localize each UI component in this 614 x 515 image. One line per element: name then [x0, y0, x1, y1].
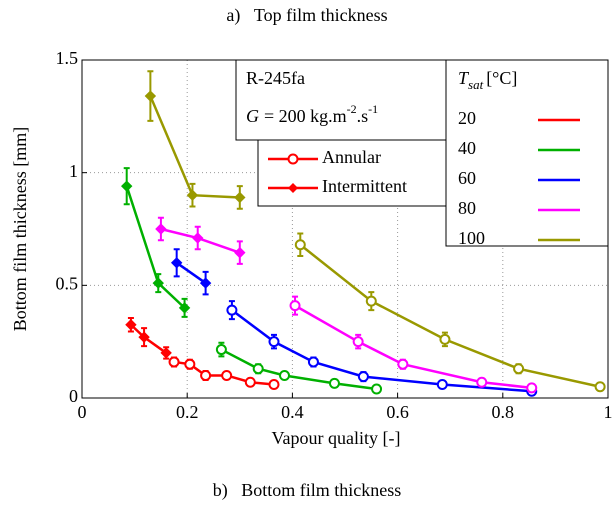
annular-point — [244, 376, 256, 388]
legend-symbol: T — [458, 68, 470, 88]
annular-point — [357, 371, 369, 383]
annular-point — [252, 363, 264, 375]
annular-point — [215, 344, 227, 356]
y-tick-label: 1.5 — [56, 48, 79, 68]
flux-text: .s — [357, 106, 369, 126]
flux-text: = 200 kg.m — [264, 106, 347, 126]
legend-unit: [°C] — [486, 68, 517, 88]
info-box-frame — [235, 59, 447, 141]
intermittent-point — [152, 277, 164, 289]
intermittent-point — [186, 189, 199, 201]
intermittent-point — [144, 90, 157, 102]
annular-point — [307, 356, 319, 368]
legend-marker — [287, 153, 299, 165]
annular-point — [268, 336, 280, 348]
intermittent-point — [234, 246, 246, 259]
x-tick-label: 0.2 — [176, 402, 199, 422]
intermittent-point — [178, 302, 191, 314]
x-tick-label: 0.4 — [281, 402, 304, 422]
annular-point — [352, 336, 364, 348]
annular-point — [328, 377, 340, 389]
legend-label: Annular — [322, 147, 381, 167]
annular-point — [526, 382, 538, 394]
intermittent-point — [234, 191, 246, 204]
annular-point — [476, 376, 488, 388]
x-tick-label: 1 — [604, 402, 613, 422]
intermittent-line — [130, 323, 167, 354]
annular-point — [184, 358, 196, 370]
annular-point — [200, 369, 212, 381]
y-tick-label: 0.5 — [56, 273, 79, 293]
plot-area — [81, 59, 609, 399]
annular-point — [365, 295, 377, 307]
legend-label: 100 — [458, 228, 485, 248]
annular-point — [279, 369, 291, 381]
y-tick-label: 0 — [69, 386, 78, 406]
legend-label: 60 — [458, 168, 476, 188]
intermittent-point — [192, 232, 204, 244]
flux-label: G = 200 kg.m-2.s-1 — [246, 102, 378, 126]
intermittent-point — [125, 319, 137, 331]
annular-line — [299, 243, 601, 388]
annular-line — [231, 309, 532, 393]
chart-caption: b) Bottom film thickness — [213, 480, 402, 501]
intermittent-point — [160, 347, 172, 359]
annular-line — [294, 304, 532, 390]
annular-point — [436, 378, 448, 390]
intermittent-point — [170, 257, 183, 269]
legend-marker — [288, 183, 298, 193]
x-tick-label: 0.8 — [492, 402, 515, 422]
annular-point — [289, 300, 301, 312]
annular-point — [221, 369, 233, 381]
marker-legend: Annular Intermittent — [257, 139, 447, 207]
annular-point — [439, 333, 451, 345]
flux-exp: -2 — [347, 102, 357, 116]
flux-symbol: G — [246, 106, 259, 126]
annular-point — [371, 383, 383, 395]
temperature-legend: Tsat [°C] 20 40 60 80 100 — [445, 59, 609, 248]
intermittent-point — [155, 223, 167, 235]
annular-point — [397, 358, 409, 370]
annular-point — [294, 239, 306, 251]
intermittent-line — [125, 185, 186, 309]
annular-point — [168, 356, 180, 368]
chart-title: a) Top film thickness — [226, 5, 387, 26]
legend-label: 80 — [458, 198, 476, 218]
x-axis-label: Vapour quality [-] — [272, 428, 401, 448]
x-tick-label: 0.6 — [386, 402, 409, 422]
legend-label: 20 — [458, 108, 476, 128]
annular-point — [513, 363, 525, 375]
intermittent-line — [175, 261, 207, 285]
intermittent-point — [138, 331, 150, 343]
legend-label: Intermittent — [322, 176, 407, 196]
intermittent-point — [121, 180, 133, 192]
info-box: R-245fa G = 200 kg.m-2.s-1 — [235, 59, 447, 141]
legend-subscript: sat — [468, 77, 484, 92]
y-tick-label: 1 — [69, 161, 78, 181]
intermittent-point — [199, 277, 212, 289]
fluid-label: R-245fa — [246, 68, 305, 88]
temperature-legend-frame — [445, 59, 609, 247]
legend-title: Tsat [°C] — [458, 68, 517, 92]
annular-point — [226, 304, 238, 316]
legend-label: 40 — [458, 138, 476, 158]
annular-point — [268, 378, 280, 390]
flux-exp: -1 — [368, 102, 378, 116]
annular-point — [594, 381, 606, 393]
y-axis-label: Bottom film thickness [mm] — [10, 127, 30, 332]
x-tick-label: 0 — [78, 402, 87, 422]
intermittent-line — [149, 95, 240, 199]
